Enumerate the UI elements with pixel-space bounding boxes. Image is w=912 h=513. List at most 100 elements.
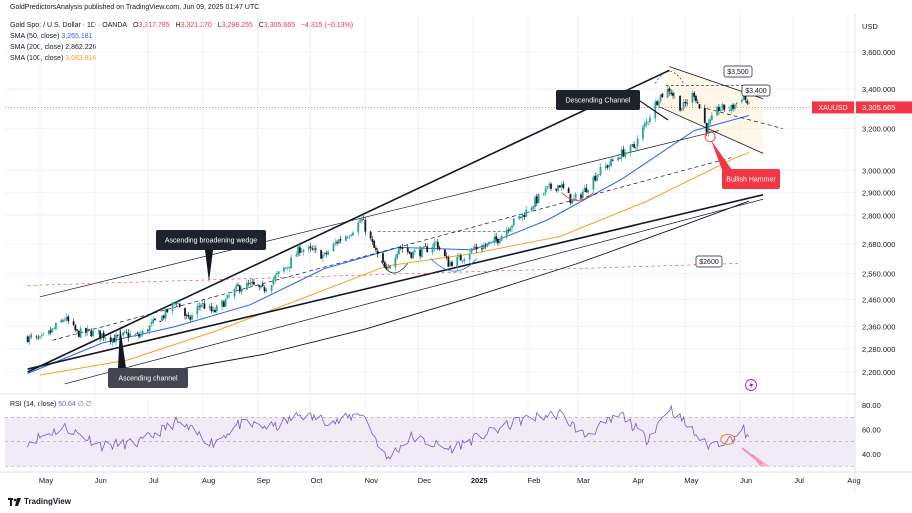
candle (419, 246, 422, 260)
candle (604, 162, 607, 171)
candle-body (742, 94, 745, 101)
candle-body (433, 242, 436, 248)
candle (394, 254, 397, 271)
candle-body (698, 104, 701, 109)
candle (456, 253, 459, 271)
candle (746, 98, 749, 106)
candle-body (509, 227, 512, 232)
candle (222, 299, 225, 308)
candle (493, 233, 496, 246)
high-label: H (175, 22, 181, 29)
candle (438, 245, 441, 252)
candle (67, 314, 70, 325)
candle (102, 330, 105, 341)
candle (748, 101, 750, 105)
candle (445, 252, 448, 260)
candle-body (544, 188, 547, 193)
candle-body (307, 247, 310, 250)
candle-body (375, 247, 377, 250)
candle (730, 104, 733, 115)
candle-body (604, 165, 607, 169)
candle (247, 279, 250, 287)
candle (521, 214, 524, 222)
candle (79, 325, 82, 339)
candle-body (276, 273, 278, 275)
candle (560, 181, 563, 191)
candle (346, 235, 349, 239)
candle-body (141, 330, 144, 336)
candle (334, 238, 337, 246)
candle-body (620, 149, 623, 158)
candle-body (270, 285, 273, 291)
candle (525, 205, 528, 218)
level-2600-line (27, 263, 741, 286)
candle-body (171, 302, 174, 312)
ascending-channel-callout-label: Ascending channel (118, 376, 178, 383)
candle (65, 313, 68, 323)
candle-body (288, 266, 291, 269)
candle-body (449, 262, 452, 267)
candle (587, 189, 589, 195)
branding-label: TradingView (24, 497, 71, 506)
candle (449, 260, 452, 267)
candle (276, 270, 278, 277)
descending-channel-callout-box (556, 90, 640, 110)
candle-body (746, 100, 749, 104)
candle-body (610, 159, 612, 166)
candle (470, 247, 473, 255)
candle (189, 314, 192, 322)
candle-body (394, 257, 397, 268)
candle-body (332, 243, 335, 251)
candle-body (673, 95, 676, 97)
candle-body (139, 333, 142, 337)
candle (557, 184, 559, 193)
sma200-line (163, 200, 750, 373)
candle (668, 86, 671, 96)
candle (622, 145, 625, 157)
candle-body (475, 246, 478, 250)
candle (574, 192, 577, 201)
candle-body (30, 335, 33, 337)
candle (62, 319, 64, 323)
candle-body (569, 193, 572, 203)
candle (608, 161, 611, 171)
candle (488, 241, 490, 246)
candle-body (498, 240, 501, 244)
candle (376, 247, 379, 258)
bullish-hammer-callout-label: Bullish Hammer (726, 177, 776, 184)
candle-body (336, 242, 338, 244)
candle-body (672, 93, 674, 96)
candle-body (63, 319, 66, 321)
candle-body (185, 315, 188, 316)
candle-body (228, 295, 231, 297)
level-3400-callout-label: $3,400 (745, 88, 767, 95)
bullish-hammer-callout: Bullish Hammer (722, 169, 780, 189)
candle-body (659, 94, 662, 101)
candle-body (619, 158, 621, 159)
candle-body (546, 185, 549, 189)
candle-body (339, 239, 342, 241)
candle (583, 184, 586, 193)
symbol-price-label: 3,305.665 (862, 103, 895, 112)
candle (321, 252, 324, 262)
candle-body (274, 275, 277, 280)
candle-body (719, 109, 722, 111)
rsi-header: RSI (14, close) 50.64 ∅ ∅ (10, 400, 92, 410)
candle (495, 232, 498, 244)
price-tick-label: 2,900.000 (862, 188, 895, 197)
candle-body (458, 255, 460, 257)
candle-body (129, 333, 132, 337)
candle (60, 318, 63, 323)
candle (672, 90, 674, 99)
candle-body (512, 218, 515, 226)
candle (399, 245, 402, 251)
candle-body (456, 256, 459, 268)
candle (684, 99, 687, 107)
candle-body (463, 259, 466, 262)
candle-body (253, 281, 255, 285)
candle (210, 302, 213, 314)
candle (123, 330, 126, 335)
candle (642, 124, 644, 142)
candle (177, 299, 179, 305)
candle (633, 141, 635, 149)
